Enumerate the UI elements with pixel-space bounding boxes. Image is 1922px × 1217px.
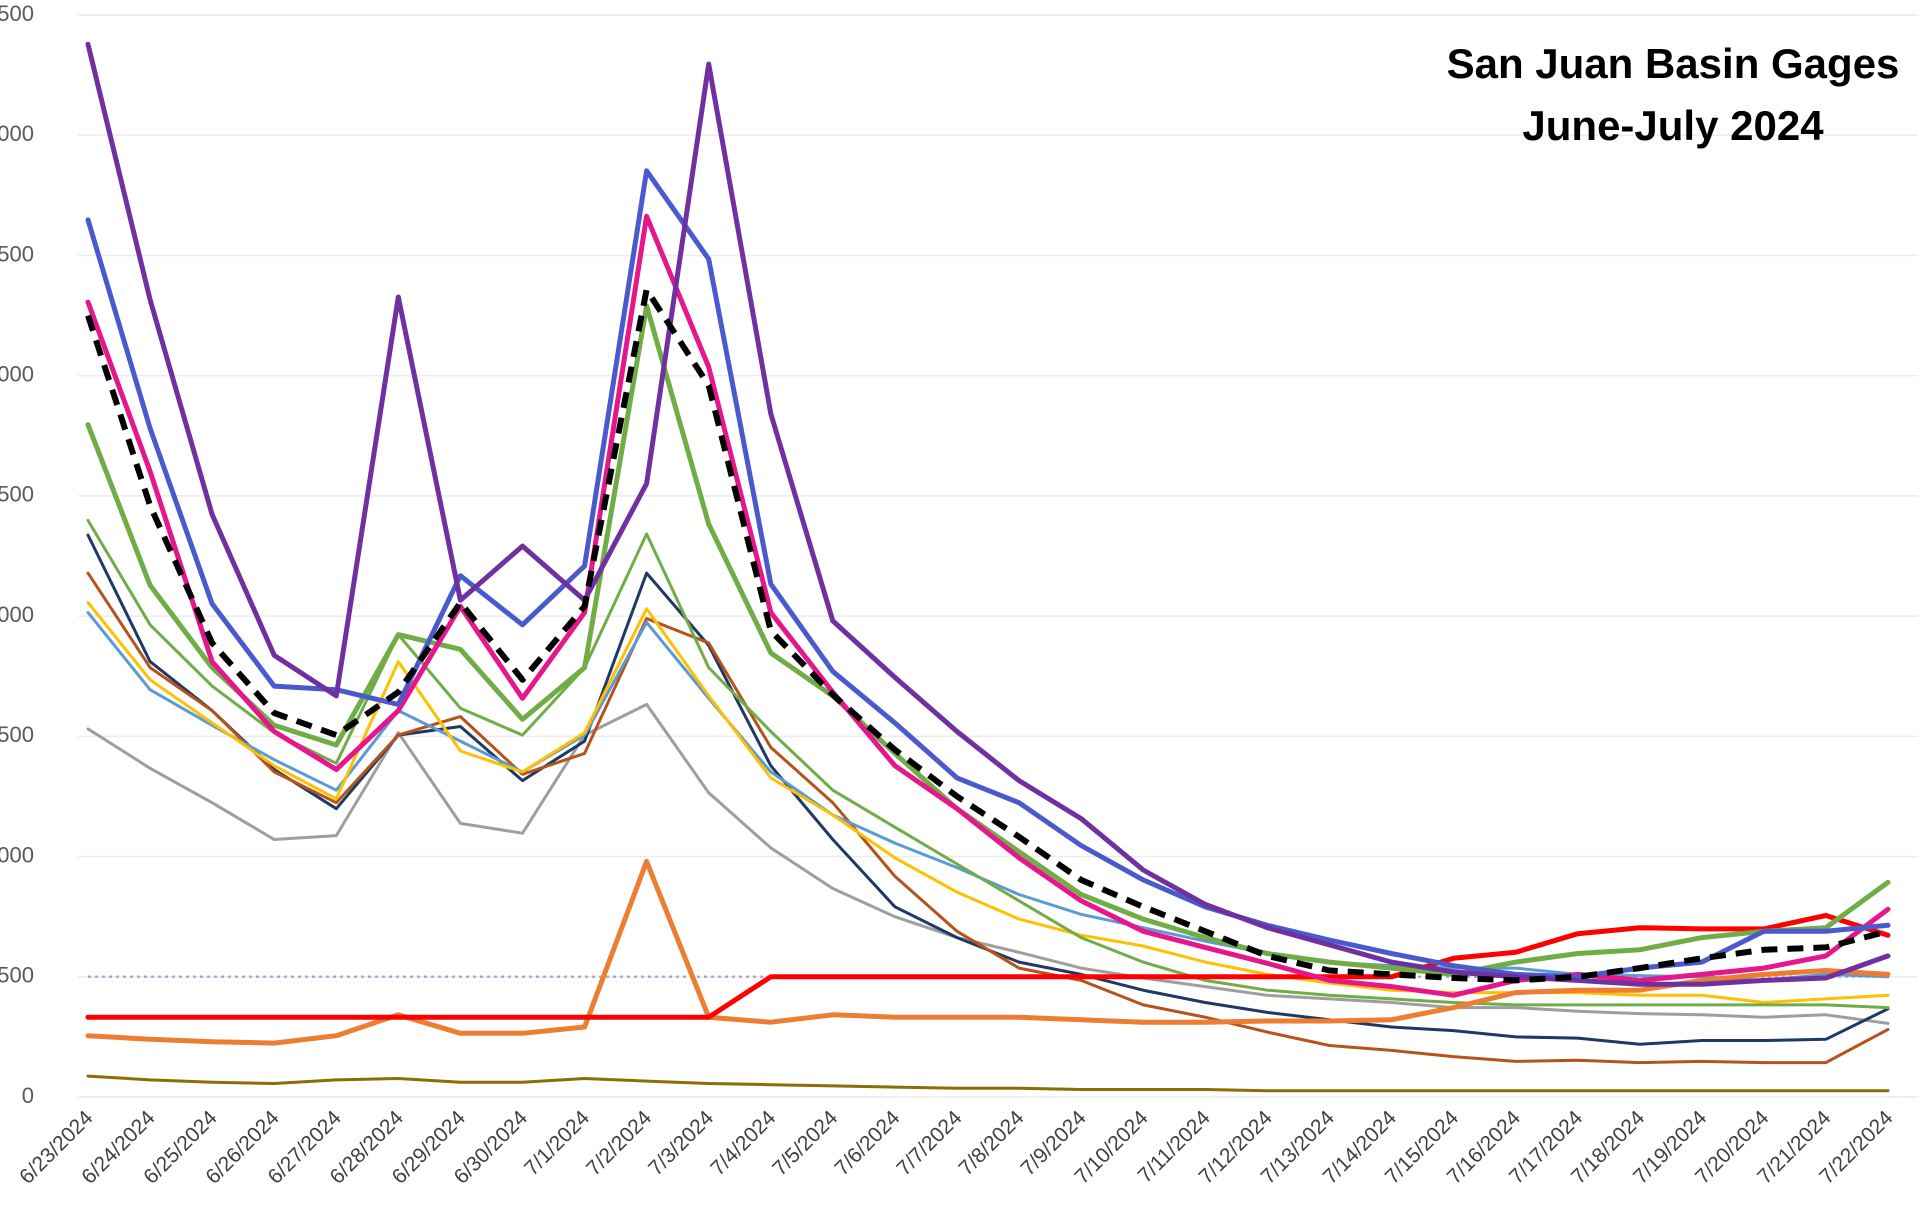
x-tick-label: 7/3/2024 [644,1106,718,1180]
plot: 0500100015002000250030003500400045006/23… [0,1,1918,1189]
x-tick-label: 7/1/2024 [520,1106,594,1180]
x-tick-label: 7/4/2024 [706,1106,780,1180]
series-line [85,303,1891,977]
y-tick-label: 1000 [0,842,34,867]
series-line [86,1074,1890,1093]
x-tick-label: 7/7/2024 [892,1106,966,1180]
series-line [85,913,1891,1020]
y-tick-label: 0 [22,1083,34,1108]
y-tick-label: 4000 [0,121,34,146]
y-tick-label: 2500 [0,482,34,507]
y-tick-label: 2000 [0,602,34,627]
chart-subtitle: June-July 2024 [1522,102,1824,149]
y-tick-label: 3500 [0,241,34,266]
series-line [85,286,1889,984]
series-line [85,41,1891,987]
x-tick-label: 7/8/2024 [955,1106,1029,1180]
y-tick-label: 1500 [0,722,34,747]
series-line [86,601,1890,1004]
x-tick-label: 7/6/2024 [830,1106,904,1180]
y-tick-label: 3000 [0,361,34,386]
y-tick-label: 4500 [0,1,34,26]
y-tick-label: 500 [0,963,34,988]
chart-title: San Juan Basin Gages [1447,40,1900,87]
x-tick-label: 7/5/2024 [768,1106,842,1180]
x-tick-label: 7/2/2024 [582,1106,656,1180]
series-line [85,213,1891,998]
series-line [86,611,1890,982]
series-line [86,571,1890,1065]
series-line [86,702,1890,1025]
